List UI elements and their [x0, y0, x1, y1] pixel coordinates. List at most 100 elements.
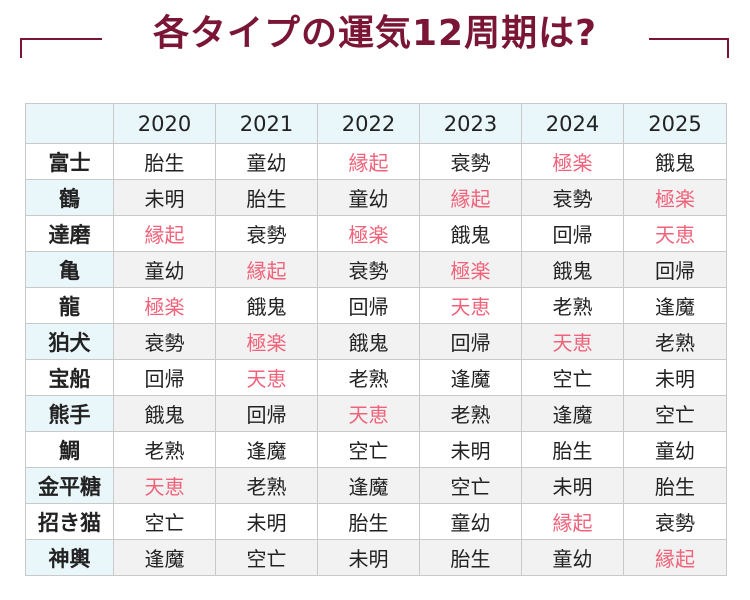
fortune-cell: 老熟 [113, 431, 216, 468]
year-header: 2024 [521, 103, 624, 144]
type-label: 熊手 [25, 395, 114, 432]
fortune-cell: 老熟 [317, 359, 420, 396]
fortune-cell: 空亡 [521, 359, 624, 396]
fortune-cell: 縁起 [215, 251, 318, 288]
fortune-cell: 回帰 [317, 287, 420, 324]
fortune-cell: 天恵 [215, 359, 318, 396]
fortune-cell: 胎生 [419, 539, 522, 576]
fortune-cell: 天恵 [623, 215, 727, 252]
fortune-cell: 極楽 [623, 179, 727, 216]
fortune-cell: 空亡 [419, 467, 522, 504]
fortune-cell: 縁起 [419, 179, 522, 216]
table-row: 亀童幼 縁起 衰勢 極楽 餓鬼 回帰 [25, 251, 727, 288]
fortune-cell: 極楽 [317, 215, 420, 252]
fortune-cell: 餓鬼 [317, 323, 420, 360]
fortune-cell: 極楽 [113, 287, 216, 324]
fortune-cell: 老熟 [623, 323, 727, 360]
fortune-cell: 老熟 [419, 395, 522, 432]
type-label: 龍 [25, 287, 114, 324]
type-label: 富士 [25, 143, 114, 180]
table-row: 金平糖 天恵 老熟 逢魔 空亡 未明 胎生 [25, 467, 727, 504]
fortune-cell: 童幼 [521, 539, 624, 576]
title-right-rule [649, 38, 729, 40]
fortune-cell: 縁起 [113, 215, 216, 252]
title-right-tick [727, 38, 729, 58]
year-header: 2025 [623, 103, 727, 144]
fortune-cell: 回帰 [215, 395, 318, 432]
fortune-cell: 逢魔 [521, 395, 624, 432]
fortune-cell: 回帰 [419, 323, 522, 360]
year-header: 2022 [317, 103, 420, 144]
fortune-cell: 老熟 [521, 287, 624, 324]
header: 各タイプの運気12周期は? [0, 0, 750, 80]
fortune-cell: 空亡 [317, 431, 420, 468]
fortune-cell: 縁起 [623, 539, 727, 576]
year-header-row: 2020 2021 2022 2023 2024 2025 [25, 103, 727, 144]
fortune-cell: 胎生 [215, 179, 318, 216]
fortune-cell: 童幼 [113, 251, 216, 288]
fortune-cell: 餓鬼 [521, 251, 624, 288]
table-row: 達磨 縁起 衰勢 極楽 餓鬼 回帰 天恵 [25, 215, 727, 252]
type-label: 達磨 [25, 215, 114, 252]
fortune-cell: 回帰 [623, 251, 727, 288]
fortune-cell: 天恵 [521, 323, 624, 360]
table-row: 狛犬 衰勢 極楽 餓鬼 回帰 天恵 老熟 [25, 323, 727, 360]
fortune-cell: 餓鬼 [419, 215, 522, 252]
type-label: 狛犬 [25, 323, 114, 360]
table-row: 鶴未明 胎生 童幼 縁起 衰勢 極楽 [25, 179, 727, 216]
table-row: 熊手 餓鬼 回帰 天恵 老熟 逢魔 空亡 [25, 395, 727, 432]
fortune-cell: 胎生 [317, 503, 420, 540]
fortune-cell: 未明 [215, 503, 318, 540]
fortune-cell: 衰勢 [623, 503, 727, 540]
fortune-cell: 胎生 [521, 431, 624, 468]
year-header: 2021 [215, 103, 318, 144]
fortune-cell: 童幼 [317, 179, 420, 216]
page-title: 各タイプの運気12周期は? [153, 13, 597, 54]
fortune-cell: 逢魔 [113, 539, 216, 576]
fortune-cell: 空亡 [623, 395, 727, 432]
fortune-cell: 逢魔 [419, 359, 522, 396]
title-left-rule [20, 38, 102, 40]
fortune-cell: 未明 [317, 539, 420, 576]
fortune-cell: 餓鬼 [215, 287, 318, 324]
fortune-cell: 未明 [113, 179, 216, 216]
fortune-cell: 老熟 [215, 467, 318, 504]
fortune-cell: 空亡 [215, 539, 318, 576]
fortune-cell: 衰勢 [419, 143, 522, 180]
type-label: 亀 [25, 251, 114, 288]
table-body: 富士 胎生 童幼 縁起 衰勢 極楽 餓鬼鶴未明 胎生 童幼 縁起 衰勢 極楽 達磨 縁起 衰勢 極楽 餓鬼 回帰天… [25, 143, 727, 576]
fortune-cell: 逢魔 [317, 467, 420, 504]
fortune-cell: 胎生 [623, 467, 727, 504]
year-header: 2020 [113, 103, 216, 144]
fortune-cell: 縁起 [521, 503, 624, 540]
type-label: 神輿 [25, 539, 114, 576]
fortune-cell: 回帰 [113, 359, 216, 396]
fortune-cell: 逢魔 [215, 431, 318, 468]
type-label: 招き猫 [25, 503, 114, 540]
fortune-cell: 逢魔 [623, 287, 727, 324]
fortune-cell: 童幼 [215, 143, 318, 180]
corner-cell [25, 103, 114, 144]
fortune-cell: 胎生 [113, 143, 216, 180]
fortune-cell: 未明 [419, 431, 522, 468]
fortune-cell: 天恵 [113, 467, 216, 504]
fortune-cell: 童幼 [419, 503, 522, 540]
fortune-cell: 童幼 [623, 431, 727, 468]
fortune-cycle-table: 2020 2021 2022 2023 2024 2025 富士 胎生 童幼 縁起 衰勢… [25, 103, 727, 576]
fortune-cell: 天恵 [419, 287, 522, 324]
type-label: 鶴 [25, 179, 114, 216]
type-label: 金平糖 [25, 467, 114, 504]
table-row: 宝船 回帰 天恵 老熟 逢魔 空亡 未明 [25, 359, 727, 396]
type-label: 宝船 [25, 359, 114, 396]
fortune-cell: 空亡 [113, 503, 216, 540]
table-row: 龍極楽 餓鬼 回帰 天恵 老熟 逢魔 [25, 287, 727, 324]
fortune-cell: 極楽 [419, 251, 522, 288]
fortune-cell: 衰勢 [113, 323, 216, 360]
fortune-cell: 餓鬼 [623, 143, 727, 180]
table-row: 神輿 逢魔 空亡 未明 胎生 童幼 縁起 [25, 539, 727, 576]
fortune-cell: 衰勢 [317, 251, 420, 288]
fortune-cell: 回帰 [521, 215, 624, 252]
table-row: 招き猫 空亡 未明 胎生 童幼 縁起 衰勢 [25, 503, 727, 540]
type-label: 鯛 [25, 431, 114, 468]
fortune-cell: 極楽 [521, 143, 624, 180]
